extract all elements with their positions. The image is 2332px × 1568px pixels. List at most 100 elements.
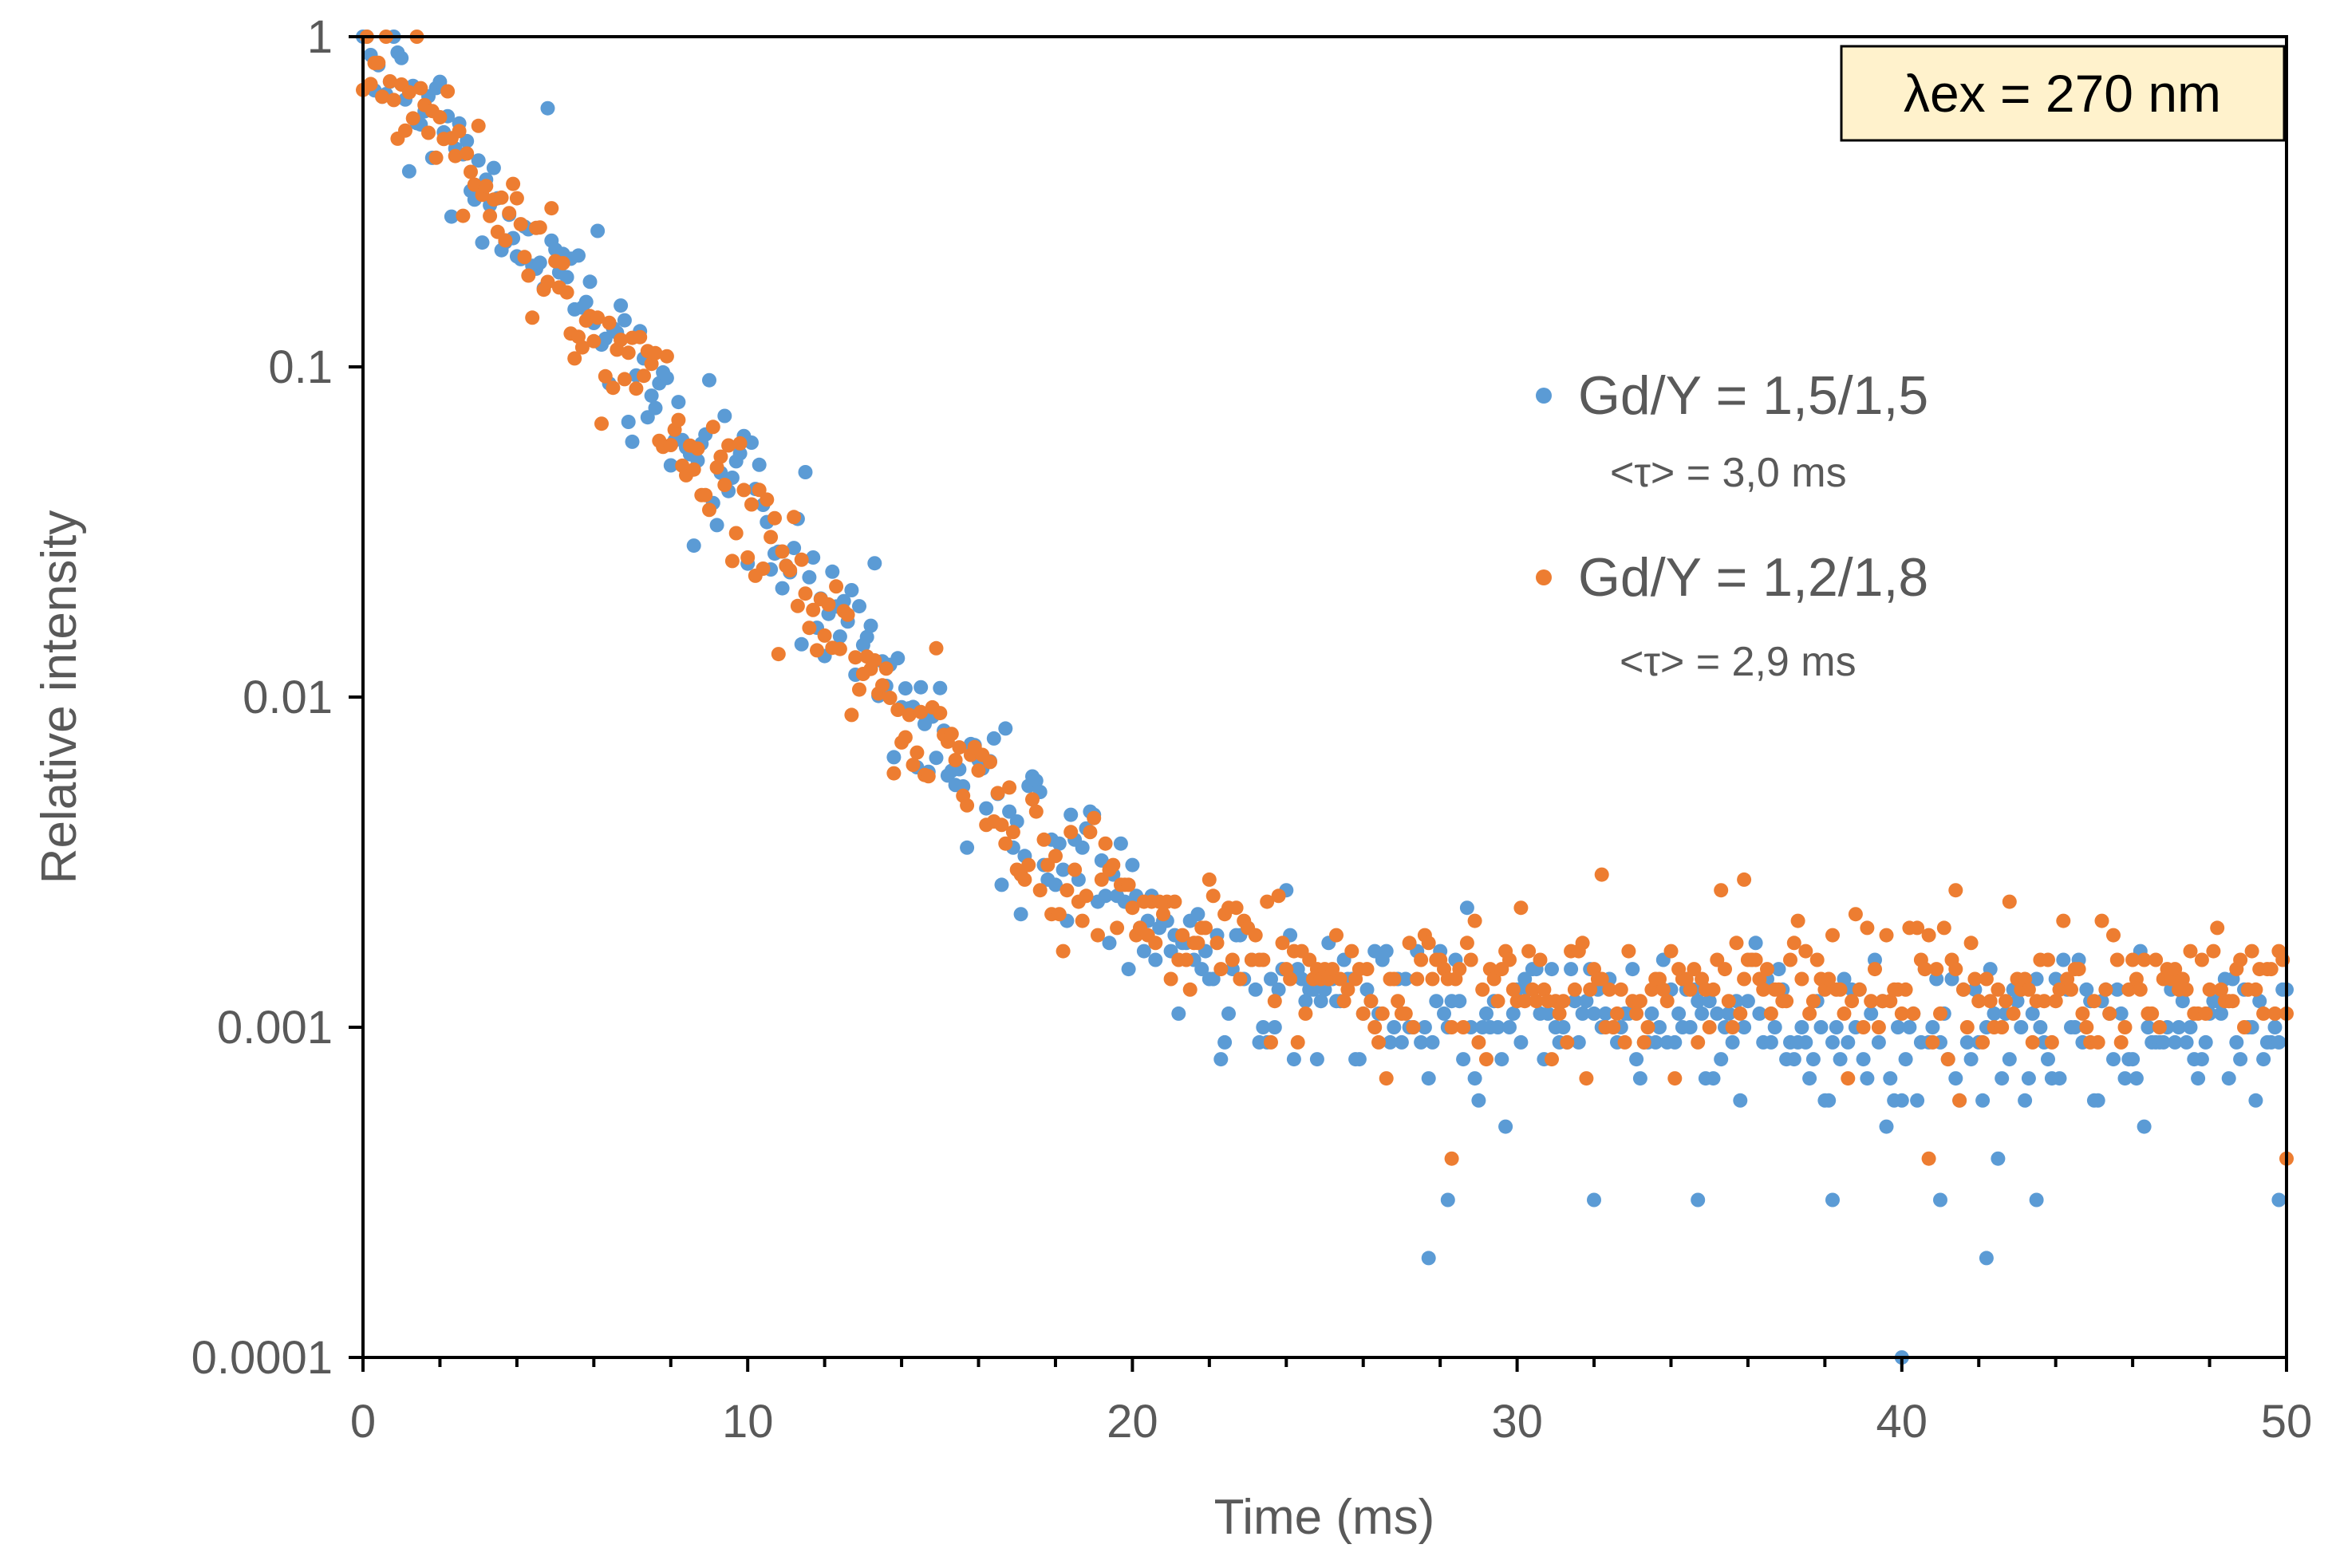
point-gd-y-1-2-1-8	[1205, 888, 1221, 904]
point-gd-y-1-5-1-5	[1959, 1034, 1975, 1050]
point-gd-y-1-2-1-8	[775, 544, 790, 559]
point-gd-y-1-5-1-5	[1556, 1020, 1571, 1034]
point-gd-y-1-2-1-8	[1898, 982, 1913, 997]
point-gd-y-1-5-1-5	[571, 248, 586, 263]
point-gd-y-1-5-1-5	[1171, 1006, 1186, 1021]
point-gd-y-1-2-1-8	[602, 315, 617, 330]
point-gd-y-1-5-1-5	[2183, 1020, 2198, 1034]
point-gd-y-1-2-1-8	[517, 250, 532, 265]
point-gd-y-1-2-1-8	[1167, 894, 1182, 909]
point-gd-y-1-5-1-5	[1833, 1052, 1848, 1067]
point-gd-y-1-2-1-8	[2106, 928, 2121, 943]
point-gd-y-1-2-1-8	[1367, 1020, 1383, 1034]
point-gd-y-1-2-1-8	[1340, 982, 1355, 997]
point-gd-y-1-5-1-5	[1567, 994, 1582, 1009]
point-gd-y-1-5-1-5	[709, 518, 724, 533]
point-gd-y-1-5-1-5	[1264, 971, 1278, 987]
point-gd-y-1-5-1-5	[1902, 1020, 1917, 1034]
point-gd-y-1-5-1-5	[1948, 1071, 1963, 1086]
point-gd-y-1-2-1-8	[1967, 971, 1983, 987]
point-gd-y-1-2-1-8	[448, 148, 463, 163]
point-gd-y-1-2-1-8	[1475, 982, 1490, 997]
point-gd-y-1-5-1-5	[1702, 994, 1717, 1009]
point-gd-y-1-2-1-8	[2064, 982, 2078, 997]
point-gd-y-1-5-1-5	[1471, 1093, 1486, 1108]
y-axis-ticks: 1 0.1 0.01 0.001 0.0001	[191, 11, 363, 1384]
point-gd-y-1-5-1-5	[1286, 1052, 1301, 1067]
point-gd-y-1-5-1-5	[752, 457, 767, 472]
point-gd-y-1-5-1-5	[1706, 1071, 1721, 1086]
point-gd-y-1-5-1-5	[1805, 1052, 1821, 1067]
point-gd-y-1-2-1-8	[1233, 971, 1248, 987]
y-tick-label: 0.0001	[191, 1332, 333, 1384]
point-gd-y-1-2-1-8	[2214, 982, 2228, 997]
point-gd-y-1-5-1-5	[614, 298, 629, 313]
point-gd-y-1-2-1-8	[1629, 1006, 1644, 1021]
point-gd-y-1-2-1-8	[1087, 810, 1102, 825]
point-gd-y-1-5-1-5	[1691, 1192, 1706, 1208]
point-gd-y-1-2-1-8	[1621, 944, 1636, 959]
point-gd-y-1-2-1-8	[1805, 994, 1821, 1009]
point-gd-y-1-2-1-8	[1067, 862, 1083, 877]
y-tick-label: 0.001	[217, 1002, 333, 1054]
point-gd-y-1-5-1-5	[1740, 994, 1755, 1009]
point-gd-y-1-2-1-8	[1533, 952, 1548, 967]
point-gd-y-1-5-1-5	[2256, 1052, 2271, 1067]
point-gd-y-1-2-1-8	[1655, 982, 1671, 997]
point-gd-y-1-5-1-5	[2191, 1071, 2206, 1086]
point-gd-y-1-5-1-5	[2056, 952, 2071, 967]
point-gd-y-1-5-1-5	[2194, 1052, 2209, 1067]
point-gd-y-1-5-1-5	[998, 721, 1013, 736]
point-gd-y-1-2-1-8	[659, 349, 674, 364]
point-gd-y-1-2-1-8	[821, 597, 836, 612]
point-gd-y-1-5-1-5	[929, 751, 944, 766]
y-tick-label: 0.1	[268, 341, 333, 393]
point-gd-y-1-5-1-5	[1733, 1093, 1748, 1108]
point-gd-y-1-2-1-8	[1444, 1020, 1459, 1034]
point-gd-y-1-2-1-8	[728, 526, 744, 541]
point-gd-y-1-5-1-5	[979, 801, 994, 816]
point-gd-y-1-2-1-8	[1371, 1034, 1386, 1050]
point-gd-y-1-2-1-8	[878, 661, 894, 676]
x-tick-label: 10	[722, 1396, 774, 1448]
point-gd-y-1-5-1-5	[1910, 1093, 1925, 1108]
point-gd-y-1-2-1-8	[1659, 994, 1675, 1009]
point-gd-y-1-2-1-8	[744, 497, 759, 512]
point-gd-y-1-2-1-8	[1379, 1071, 1394, 1086]
point-gd-y-1-2-1-8	[1663, 944, 1679, 959]
point-gd-y-1-2-1-8	[555, 256, 570, 270]
point-gd-y-1-5-1-5	[540, 100, 555, 116]
point-gd-y-1-2-1-8	[721, 438, 736, 453]
point-gd-y-1-2-1-8	[2194, 952, 2209, 967]
point-gd-y-1-2-1-8	[1921, 928, 1936, 943]
point-gd-y-1-2-1-8	[1283, 971, 1298, 987]
point-gd-y-1-2-1-8	[817, 628, 832, 643]
point-gd-y-1-5-1-5	[471, 153, 486, 168]
point-gd-y-1-2-1-8	[1714, 883, 1729, 898]
point-gd-y-1-5-1-5	[2117, 1071, 2133, 1086]
point-gd-y-1-2-1-8	[1256, 952, 1271, 967]
point-gd-y-1-2-1-8	[2086, 994, 2101, 1009]
point-gd-y-1-2-1-8	[2071, 962, 2086, 977]
point-gd-y-1-5-1-5	[648, 400, 663, 416]
point-gd-y-1-2-1-8	[413, 81, 428, 96]
point-gd-y-1-2-1-8	[382, 74, 397, 89]
point-gd-y-1-5-1-5	[1721, 1006, 1736, 1021]
point-gd-y-1-2-1-8	[1613, 982, 1628, 997]
x-tick-label: 30	[1491, 1396, 1543, 1448]
point-gd-y-1-5-1-5	[898, 681, 913, 696]
point-gd-y-1-5-1-5	[590, 223, 606, 238]
point-gd-y-1-2-1-8	[1956, 982, 1971, 997]
point-gd-y-1-2-1-8	[1121, 877, 1136, 892]
point-gd-y-1-5-1-5	[732, 446, 748, 461]
point-gd-y-1-2-1-8	[1517, 994, 1533, 1009]
point-gd-y-1-5-1-5	[1048, 877, 1063, 892]
point-gd-y-1-2-1-8	[1355, 1006, 1371, 1021]
point-gd-y-1-5-1-5	[2090, 1093, 2105, 1108]
point-gd-y-1-5-1-5	[2125, 1052, 2141, 1067]
point-gd-y-1-5-1-5	[1891, 1020, 1905, 1034]
point-gd-y-1-2-1-8	[606, 380, 621, 396]
point-gd-y-1-2-1-8	[506, 176, 521, 191]
point-gd-y-1-5-1-5	[659, 370, 674, 385]
point-gd-y-1-2-1-8	[1021, 857, 1036, 873]
